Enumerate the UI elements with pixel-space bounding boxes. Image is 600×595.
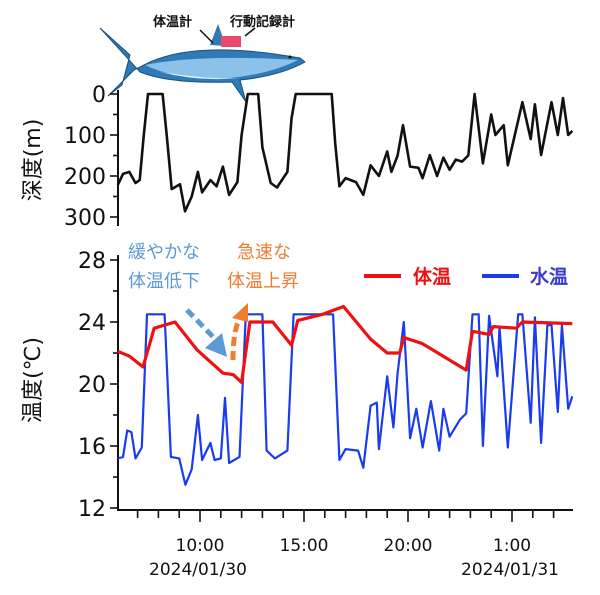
temperature-panel: 12 16 20 24 28 10:00 2024/01/30 15:00 20:00 1:00… [21,242,574,580]
depth-y-tick-label: 0 [92,83,106,108]
temp-x-date-label: 2024/01/30 [149,560,247,580]
depth-y-label: 深度(m) [21,119,46,202]
temp-x-tick-label: 1:00 [493,536,531,556]
temp-y-tick-label: 28 [78,249,106,274]
thermometer-label: 体温計 [153,14,192,30]
slow-decline-arrow [185,308,227,357]
temp-x-date-label: 2024/01/31 [461,560,559,580]
temp-y-label: 温度(℃) [21,337,46,423]
annotation-fast-line2: 体温上昇 [227,271,299,292]
logger-device [221,36,241,47]
rapid-rise-arrow [230,303,248,361]
shark-illustration: 体温計 行動記録計 [99,14,306,103]
annotation-slow-line2: 体温低下 [128,271,200,292]
temp-x-tick-label: 15:00 [280,536,329,556]
water-temp-series-line [117,313,574,486]
legend-water-temp-label: 水温 [530,266,568,288]
depth-y-tick-label: 200 [64,165,106,190]
temp-y-tick-label: 20 [78,373,106,398]
depth-y-tick-label: 300 [64,206,106,231]
annotation-fast-line1: 急速な [237,242,291,263]
legend: 体温 水温 [364,265,568,288]
depth-series-line [116,92,574,213]
temp-x-tick-label: 10:00 [176,536,225,556]
annotation-slow-line1: 緩やかな [128,242,200,263]
legend-body-temp-label: 体温 [413,265,451,288]
body-temp-series-line [117,304,573,384]
temp-y-tick-label: 16 [78,435,106,460]
temp-x-tick-label: 20:00 [384,536,433,556]
depth-panel: 0 100 200 300 深度(m) [21,83,574,231]
temp-y-tick-label: 24 [78,311,106,336]
depth-y-tick-label: 100 [64,124,106,149]
logger-label: 行動記録計 [229,14,295,30]
temp-y-tick-label: 12 [78,497,106,522]
